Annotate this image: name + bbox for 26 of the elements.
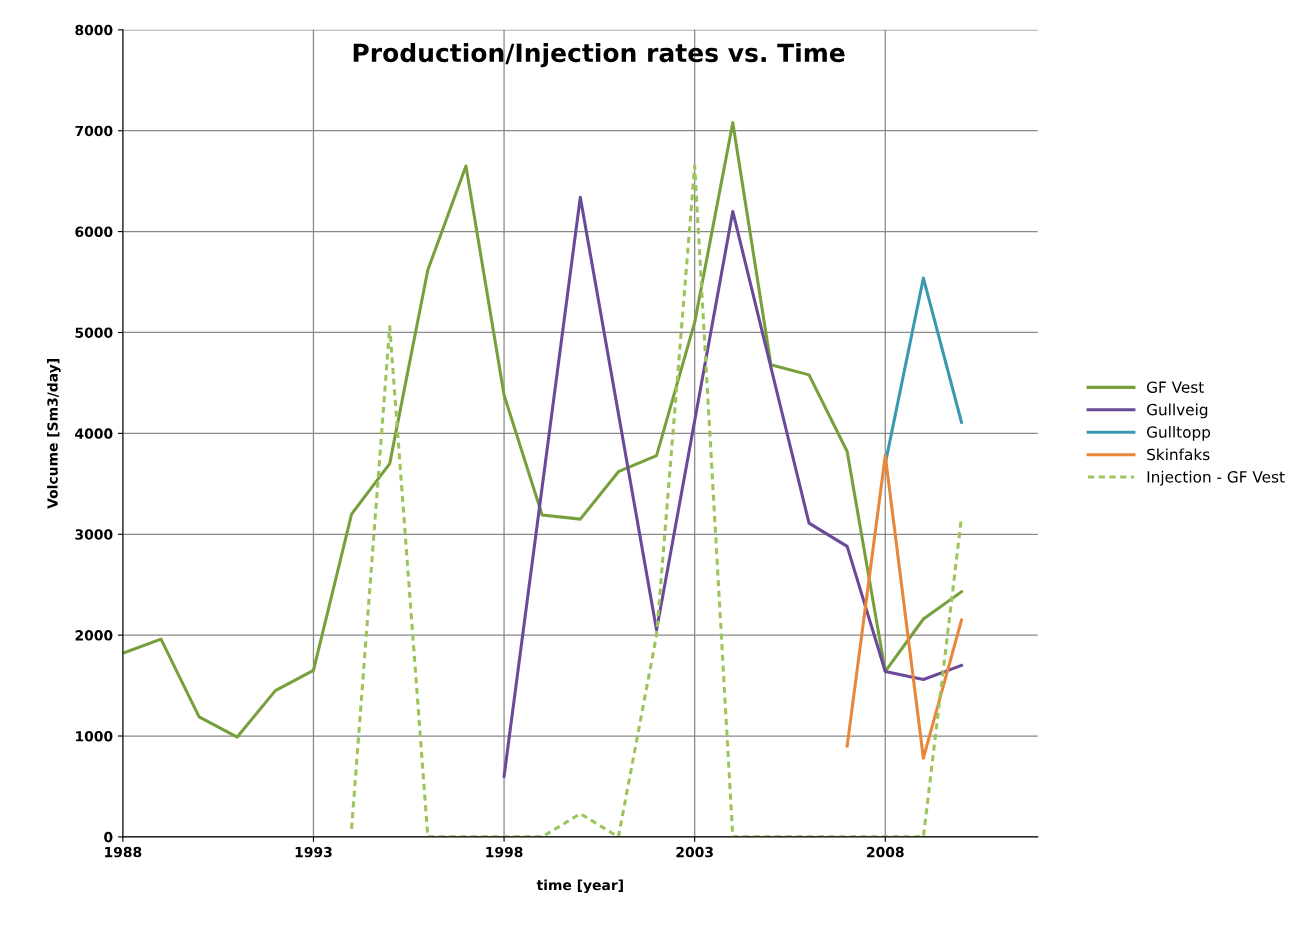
text: Production/Injection rates vs. Time (353, 42, 845, 68)
y-tick-label: 8000 (75, 24, 113, 36)
line-series (845, 454, 964, 760)
y-tick-label: 5000 (75, 327, 113, 338)
y-tick-label: 6000 (75, 226, 113, 238)
y-tick-label: 1000 (76, 730, 113, 742)
legend-label: Gulltopp (1147, 425, 1211, 441)
line-series (122, 121, 964, 739)
x-tick-label: 1998 (486, 846, 523, 858)
legend-label: GF Vest (1147, 381, 1204, 393)
y-tick-label: 0 (104, 831, 113, 843)
legend-label: Injection - GF Vest (1147, 470, 1285, 486)
x-tick-label: 1988 (105, 846, 142, 858)
y-tick-label: 4000 (75, 428, 113, 439)
y-tick-label: 7000 (75, 125, 113, 137)
legend-label: Skinfaks (1147, 448, 1210, 461)
legend-label: Gullveig (1147, 403, 1208, 419)
line-series (502, 195, 964, 778)
y-axis-title: Volcume [Sm3/day] (47, 359, 61, 509)
line-series (350, 164, 964, 837)
x-tick-label: 1993 (295, 846, 332, 858)
y-tick-label: 3000 (75, 529, 113, 540)
x-tick-label: 2008 (867, 846, 904, 858)
x-tick-label: 2003 (676, 846, 713, 858)
y-tick-label: 2000 (75, 630, 113, 641)
x-axis-title: time [year] (536, 879, 623, 894)
